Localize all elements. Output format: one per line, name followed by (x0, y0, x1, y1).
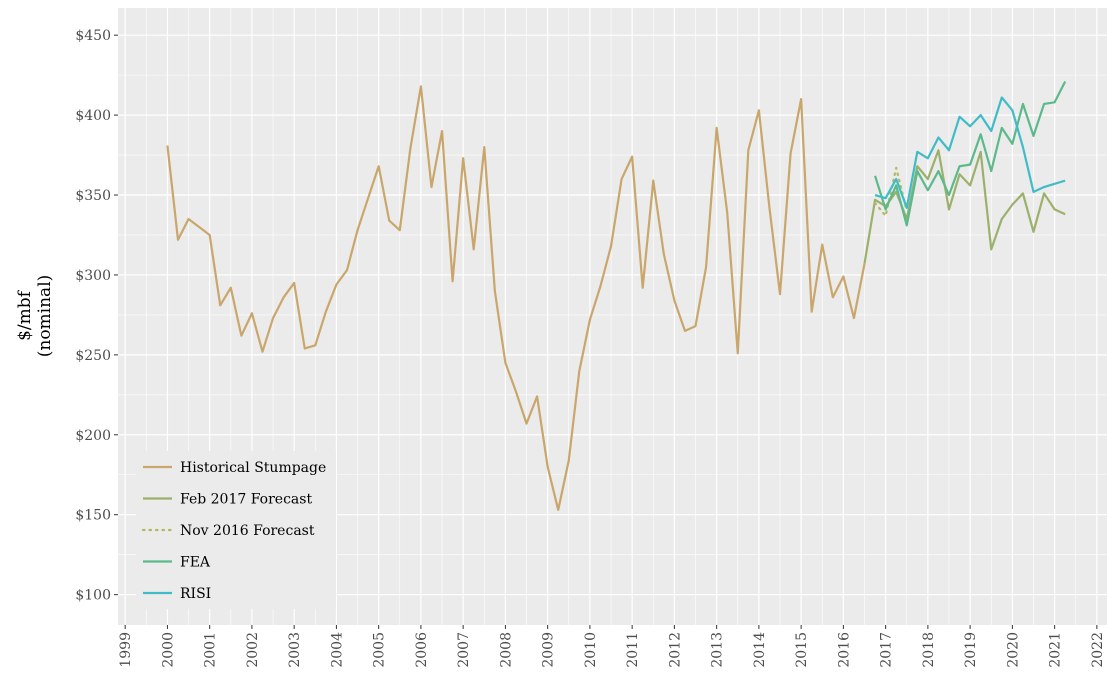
legend: Historical Stumpage Feb 2017 Forecast Nov … (136, 451, 336, 609)
x-tick-label: 2010 (583, 632, 599, 668)
y-tick-label: $250 (75, 348, 111, 364)
x-tick-label: 2008 (498, 632, 514, 668)
x-tick-label: 2011 (625, 632, 641, 668)
x-tick-label: 2002 (245, 632, 261, 668)
legend-label: Historical Stumpage (180, 460, 326, 476)
x-tick-label: 2021 (1048, 632, 1064, 668)
series-line (873, 166, 908, 217)
y-tick-label: $450 (75, 28, 111, 44)
legend-label: Nov 2016 Forecast (180, 523, 315, 539)
x-tick-label: 2018 (921, 632, 937, 668)
y-tick-label: $200 (75, 428, 111, 444)
x-tick-label: 2004 (329, 632, 345, 668)
legend-label: RISI (180, 586, 211, 602)
legend-label: Feb 2017 Forecast (180, 492, 312, 508)
legend-label: FEA (180, 555, 211, 571)
y-tick-label: $300 (75, 268, 111, 284)
x-tick-label: 2014 (752, 632, 768, 668)
x-tick-label: 1999 (118, 632, 134, 668)
x-tick-label: 2017 (879, 632, 895, 668)
x-tick-label: 2013 (710, 632, 726, 668)
x-tick-label: 2012 (667, 632, 683, 668)
y-tick-label: $350 (75, 188, 111, 204)
x-tick-label: 2000 (160, 632, 176, 668)
x-tick-label: 2005 (372, 632, 388, 668)
series-line (874, 81, 1067, 227)
series-line (874, 96, 1066, 209)
x-tick-label: 2003 (287, 632, 303, 668)
series-line (166, 85, 866, 512)
y-axis-title-line: (nominal) (35, 275, 55, 358)
x-tick-label: 2001 (203, 632, 219, 668)
x-tick-label: 2015 (794, 632, 810, 668)
x-tick-label: 2019 (963, 632, 979, 668)
y-tick-label: $400 (75, 108, 111, 124)
x-tick-label: 2016 (836, 632, 852, 668)
y-tick-label: $100 (75, 588, 111, 604)
y-tick-label: $150 (75, 508, 111, 524)
y-axis-title: $/mbf (nominal) (15, 275, 55, 358)
x-tick-label: 2009 (541, 632, 557, 668)
x-tick-label: 2007 (456, 632, 472, 668)
x-tick-label: 2020 (1005, 632, 1021, 668)
y-axis-title-line: $/mbf (15, 289, 35, 341)
x-tick-label: 2006 (414, 632, 430, 668)
x-tick-label: 2022 (1090, 632, 1106, 668)
